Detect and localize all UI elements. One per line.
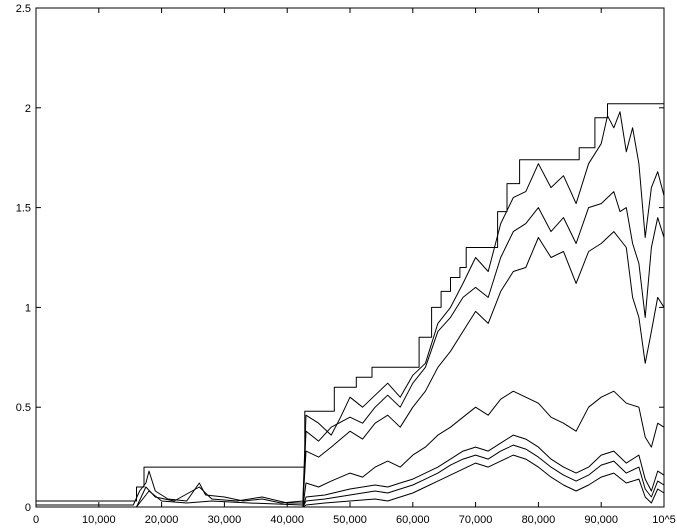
x-axis-tick-labels: 0 10,000 20,000 30,000 40,000 50,000 60,000 70,… — [33, 514, 676, 526]
x-tick-label: 50,000 — [333, 514, 367, 526]
x-tick-label: 40,000 — [270, 514, 304, 526]
x-tick-label: 20,000 — [145, 514, 179, 526]
y-tick-label: 1.5 — [16, 203, 31, 215]
series-line-2 — [36, 111, 665, 506]
series-line-6 — [36, 434, 665, 508]
x-tick-label: 10,000 — [82, 514, 116, 526]
x-tick-label: 30,000 — [208, 514, 242, 526]
x-tick-label: 90,000 — [584, 514, 618, 526]
y-tick-label: 1 — [25, 302, 31, 314]
series-layer — [36, 103, 665, 508]
x-tick-label: 70,000 — [459, 514, 493, 526]
x-tick-label: 80,000 — [522, 514, 556, 526]
series-line-1 — [36, 103, 664, 502]
x-tick-label: 60,000 — [396, 514, 430, 526]
axis-ticks — [35, 7, 665, 508]
y-tick-label: 0 — [25, 502, 31, 514]
y-tick-label: 2.5 — [16, 3, 31, 15]
plot-frame — [35, 7, 665, 508]
series-line-4 — [36, 231, 665, 508]
series-line-7 — [36, 444, 665, 508]
y-tick-label: 2 — [25, 103, 31, 115]
x-tick-label: 10^5 — [652, 514, 676, 526]
series-line-5 — [36, 390, 665, 508]
y-tick-label: 0.5 — [16, 402, 31, 414]
y-axis-tick-labels: 0 0.5 1 1.5 2 2.5 — [16, 3, 31, 514]
series-line-8 — [36, 454, 665, 508]
series-line-3 — [36, 191, 665, 508]
x-tick-label: 0 — [33, 514, 39, 526]
